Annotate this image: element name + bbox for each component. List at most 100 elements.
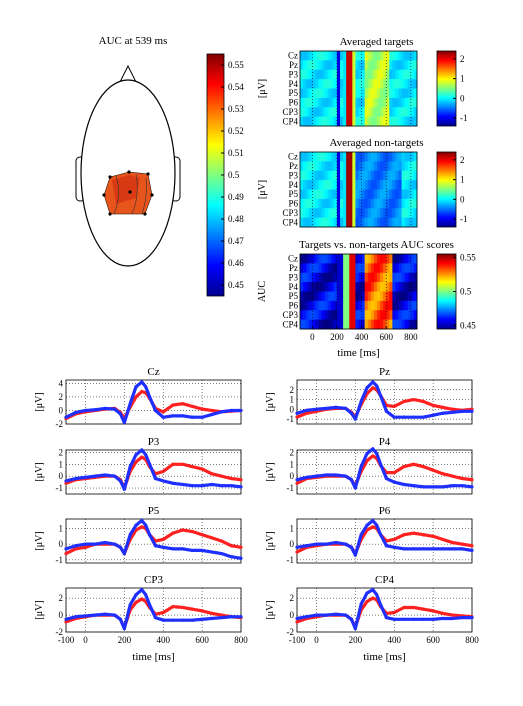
- heatmap-cell: [324, 69, 329, 80]
- heatmap-cell: [367, 88, 372, 99]
- heatmap-cell: [336, 88, 341, 99]
- heatmap-cell: [386, 291, 390, 302]
- heatmap-cell: [370, 170, 375, 181]
- heatmap-cell: [306, 107, 310, 118]
- heatmap-cell: [330, 170, 335, 181]
- heatmap-cell: [303, 300, 307, 311]
- erp-ytick-label: 2: [59, 392, 64, 402]
- heatmap-cell: [398, 180, 403, 190]
- erp-data-point: [402, 533, 406, 537]
- erp-data-point: [402, 465, 406, 469]
- heatmap-cell: [367, 291, 372, 302]
- heatmap-cell: [340, 291, 344, 302]
- heatmap-cell: [324, 263, 329, 274]
- heatmap-cell: [312, 300, 316, 311]
- heatmap-cell: [389, 208, 393, 219]
- heatmap-cell: [361, 198, 366, 209]
- heatmap-cell: [373, 116, 378, 127]
- heatmap-cell: [340, 79, 344, 89]
- heatmap-cell: [358, 198, 362, 209]
- erp-data-point: [128, 533, 132, 537]
- heatmap-cell: [410, 88, 415, 99]
- erp-series-nontarget: [64, 380, 243, 425]
- erp-ytick-label: 0: [59, 405, 64, 415]
- heatmap-cell: [383, 272, 387, 283]
- heatmap-cell: [373, 263, 378, 274]
- heatmap-cell: [376, 180, 381, 190]
- heatmap-cell: [318, 254, 322, 264]
- heatmap-cell: [383, 319, 387, 330]
- erp-data-point: [384, 616, 389, 620]
- erp-data-point: [74, 476, 78, 481]
- erp-data-point: [344, 406, 348, 410]
- heatmap-cell: [395, 208, 399, 219]
- heatmap-cbar-tick-label: 0: [460, 194, 465, 204]
- heatmap-cell: [312, 51, 316, 61]
- erp-data-point: [229, 476, 233, 481]
- heatmap-cell: [398, 300, 403, 311]
- heatmap-cell: [349, 107, 353, 118]
- erp-data-point: [441, 611, 445, 615]
- heatmap-cell: [355, 310, 359, 321]
- erp-data-point: [314, 542, 319, 546]
- heatmap-cell: [367, 97, 372, 108]
- heatmap-cell: [410, 208, 415, 219]
- heatmap-colorbar: [436, 50, 457, 127]
- erp-data-point: [74, 615, 78, 619]
- heatmap-cell: [358, 60, 362, 71]
- heatmap-cell: [303, 170, 307, 181]
- heatmap-cell: [352, 180, 356, 190]
- heatmap-cell: [373, 97, 378, 108]
- heatmap-cell: [333, 79, 338, 89]
- erp-data-point: [470, 409, 474, 413]
- heatmap-cell: [367, 282, 372, 292]
- heatmap-cell: [364, 152, 369, 162]
- heatmap-cell: [407, 152, 412, 162]
- erp-data-point: [353, 417, 357, 421]
- heatmap-row-label: P4: [288, 180, 298, 190]
- heatmap-cell: [352, 208, 356, 219]
- heatmap-cell: [395, 51, 399, 61]
- heatmap-title: Averaged non-targets: [330, 137, 424, 149]
- heatmap-cell: [300, 152, 304, 162]
- heatmap-cell: [380, 254, 384, 264]
- heatmap-cell: [330, 319, 335, 330]
- heatmap-cell: [373, 152, 378, 162]
- heatmap-cell: [364, 51, 369, 61]
- heatmap-cell: [300, 198, 304, 209]
- heatmap-cell: [346, 88, 350, 99]
- heatmap-cell: [361, 107, 366, 118]
- heatmap-xlabel: time [ms]: [337, 347, 379, 359]
- heatmap-cell: [349, 170, 353, 181]
- heatmap-cell: [361, 97, 366, 108]
- erp-data-point: [190, 404, 194, 408]
- erp-data-point: [181, 462, 185, 466]
- heatmap-cell: [395, 254, 399, 264]
- heatmap-cell: [324, 310, 329, 321]
- heatmap-cell: [373, 79, 378, 89]
- heatmap-cell: [315, 79, 319, 89]
- heatmap-cell: [321, 79, 326, 89]
- heatmap-cell: [352, 107, 356, 118]
- heatmap-cell: [321, 88, 326, 99]
- erp-data-point: [392, 415, 396, 419]
- heatmap-cell: [413, 217, 418, 228]
- heatmap-cell: [306, 69, 310, 80]
- heatmap-cell: [361, 217, 366, 228]
- heatmap-cell: [373, 88, 378, 99]
- erp-data-point: [190, 548, 194, 553]
- heatmap-cell: [312, 282, 316, 292]
- erp-data-point: [412, 397, 416, 402]
- heatmap-cell: [389, 51, 393, 61]
- heatmap-cell: [380, 319, 384, 330]
- heatmap-cell: [364, 189, 369, 200]
- heatmap-cell: [413, 69, 418, 80]
- heatmap-cell: [303, 161, 307, 172]
- erp-data-point: [210, 472, 214, 476]
- heatmap-cell: [386, 198, 390, 209]
- erp-ytick-label: 2: [59, 593, 64, 603]
- heatmap-cell: [410, 300, 415, 311]
- erp-data-point: [365, 459, 369, 463]
- heatmap-cell: [410, 263, 415, 274]
- heatmap-cell: [389, 217, 393, 228]
